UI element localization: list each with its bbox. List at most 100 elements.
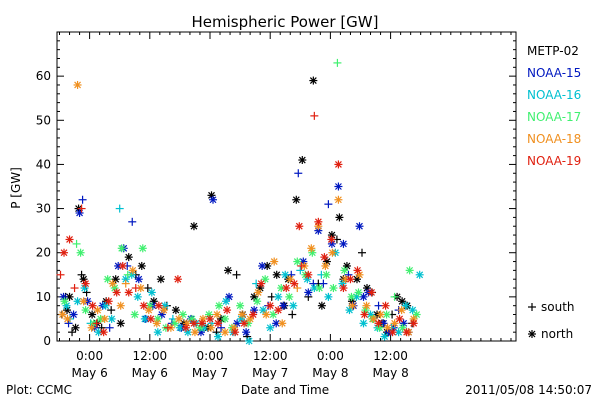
y-tick-label: 60 bbox=[36, 69, 51, 83]
data-point bbox=[334, 195, 343, 204]
series-noaa-18 bbox=[58, 80, 418, 337]
data-point bbox=[144, 306, 153, 315]
data-point bbox=[321, 261, 330, 270]
data-point bbox=[99, 328, 108, 337]
data-point bbox=[374, 301, 383, 310]
data-point bbox=[253, 297, 262, 306]
data-point bbox=[171, 306, 180, 315]
data-point bbox=[117, 244, 126, 253]
data-point bbox=[345, 306, 354, 315]
legend-entry: NOAA-17 bbox=[527, 110, 581, 124]
data-point bbox=[221, 328, 230, 337]
data-point bbox=[390, 292, 399, 301]
data-point bbox=[68, 328, 77, 337]
data-point bbox=[327, 235, 336, 244]
data-point bbox=[285, 292, 294, 301]
data-point bbox=[236, 301, 245, 310]
data-point bbox=[295, 222, 304, 231]
data-point bbox=[333, 58, 342, 67]
y-tick-label: 10 bbox=[36, 290, 51, 304]
data-point bbox=[65, 235, 74, 244]
data-point bbox=[317, 301, 326, 310]
data-point bbox=[355, 222, 364, 231]
data-point bbox=[409, 319, 418, 328]
data-point bbox=[322, 270, 331, 279]
data-point bbox=[314, 217, 323, 226]
y-tick-label: 20 bbox=[36, 246, 51, 260]
data-point bbox=[104, 297, 113, 306]
x-axis-label: Date and Time bbox=[241, 383, 329, 397]
x-tick-date: May 8 bbox=[372, 366, 408, 380]
data-point bbox=[131, 284, 140, 293]
data-point bbox=[304, 270, 313, 279]
data-point bbox=[315, 284, 324, 293]
data-point bbox=[240, 319, 249, 328]
y-tick-label: 50 bbox=[36, 113, 51, 127]
series-noaa-19 bbox=[56, 111, 418, 337]
x-tick-time: 12:00 bbox=[253, 349, 288, 363]
data-point bbox=[339, 239, 348, 248]
data-point bbox=[412, 310, 421, 319]
data-point bbox=[116, 301, 125, 310]
y-tick-label: 30 bbox=[36, 202, 51, 216]
data-point bbox=[232, 270, 241, 279]
data-point bbox=[224, 266, 233, 275]
data-point bbox=[128, 217, 137, 226]
data-point bbox=[245, 337, 254, 345]
x-tick-time: 12:00 bbox=[133, 349, 168, 363]
x-tick-date: May 7 bbox=[192, 366, 228, 380]
y-axis: 0 10 20 30 40 50 60 bbox=[36, 40, 516, 348]
data-point bbox=[174, 314, 183, 323]
marker-legend-symbol bbox=[528, 330, 536, 338]
legend-entry: NOAA-18 bbox=[527, 132, 581, 146]
data-point bbox=[108, 279, 117, 288]
data-point bbox=[69, 310, 78, 319]
data-points bbox=[56, 58, 424, 345]
data-point bbox=[60, 248, 69, 257]
data-point bbox=[78, 195, 87, 204]
data-point bbox=[60, 297, 69, 306]
data-point bbox=[395, 314, 404, 323]
footer-timestamp: 2011/05/08 14:50:07 bbox=[465, 383, 592, 397]
data-point bbox=[143, 284, 152, 293]
data-point bbox=[319, 279, 328, 288]
data-point bbox=[341, 275, 350, 284]
data-point bbox=[381, 301, 390, 310]
data-point bbox=[173, 275, 182, 284]
data-point bbox=[304, 288, 313, 297]
data-point bbox=[156, 275, 165, 284]
data-point bbox=[121, 279, 130, 288]
y-tick-label: 40 bbox=[36, 157, 51, 171]
data-point bbox=[221, 314, 230, 323]
data-point bbox=[134, 275, 143, 284]
data-point bbox=[111, 275, 120, 284]
data-point bbox=[147, 288, 156, 297]
data-point bbox=[154, 301, 163, 310]
data-point bbox=[328, 248, 337, 257]
chart-title: Hemispheric Power [GW] bbox=[192, 13, 379, 31]
data-point bbox=[73, 80, 82, 89]
data-point bbox=[153, 328, 162, 337]
data-point bbox=[128, 266, 137, 275]
data-point bbox=[209, 195, 218, 204]
data-point bbox=[324, 292, 333, 301]
data-point bbox=[217, 323, 226, 332]
data-point bbox=[292, 195, 301, 204]
data-point bbox=[309, 76, 318, 85]
data-point bbox=[214, 332, 223, 341]
data-point bbox=[289, 301, 298, 310]
data-point bbox=[79, 297, 88, 306]
data-point bbox=[75, 208, 84, 217]
data-point bbox=[88, 301, 97, 310]
data-point bbox=[297, 261, 306, 270]
data-point bbox=[133, 292, 142, 301]
data-point bbox=[116, 319, 125, 328]
marker-legend-label: north bbox=[541, 327, 573, 341]
data-point bbox=[81, 279, 90, 288]
data-point bbox=[339, 284, 348, 293]
data-point bbox=[340, 266, 349, 275]
data-point bbox=[274, 292, 283, 301]
x-tick-date: May 7 bbox=[252, 366, 288, 380]
x-tick-date: May 6 bbox=[132, 366, 168, 380]
data-point bbox=[81, 306, 90, 315]
